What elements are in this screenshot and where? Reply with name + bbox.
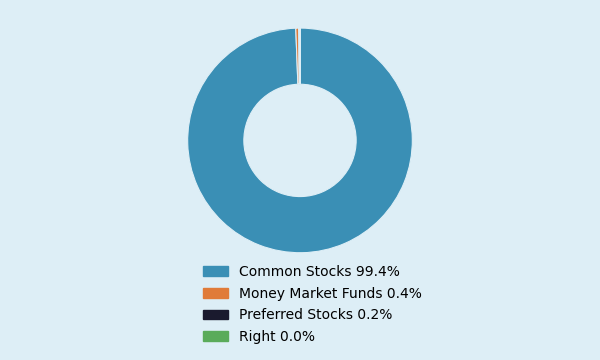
Legend: Common Stocks 99.4%, Money Market Funds 0.4%, Preferred Stocks 0.2%, Right 0.0%: Common Stocks 99.4%, Money Market Funds … xyxy=(197,260,427,350)
Wedge shape xyxy=(188,28,412,253)
Wedge shape xyxy=(299,28,300,84)
Wedge shape xyxy=(296,28,299,84)
